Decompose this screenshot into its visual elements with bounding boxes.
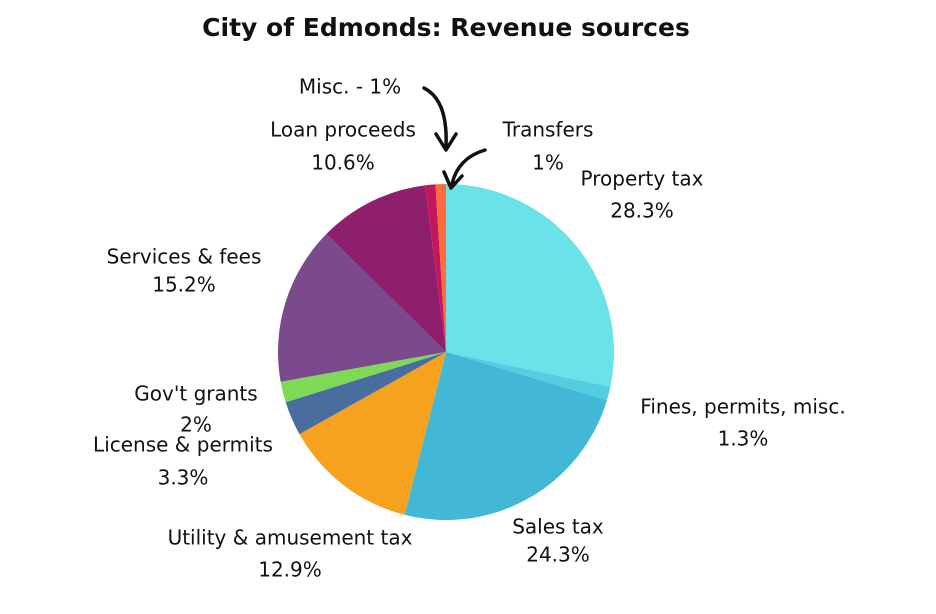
slice-label: Loan proceeds: [270, 118, 416, 142]
value-label: 1%: [532, 151, 564, 175]
slice-label: Sales tax: [512, 515, 604, 539]
pie-slice: [299, 352, 446, 515]
arrow-head: [434, 132, 458, 152]
value-label: 24.3%: [526, 543, 590, 567]
slice-label: Fines, permits, misc.: [640, 395, 845, 419]
pie-slice: [280, 352, 446, 403]
pie-slice: [424, 184, 446, 352]
pie-slice: [285, 352, 446, 435]
slice-label: Misc. - 1%: [299, 75, 401, 99]
value-label: 12.9%: [258, 558, 322, 582]
value-label: 1.3%: [718, 427, 769, 451]
arrow-head: [442, 170, 464, 190]
slice-label: Gov't grants: [134, 382, 257, 406]
value-label: 2%: [180, 413, 212, 437]
slice-label: Utility & amusement tax: [168, 526, 413, 550]
slice-label: Services & fees: [107, 245, 262, 269]
slice-label: License & permits: [93, 433, 273, 457]
pie: [278, 184, 614, 520]
pie-slice: [446, 352, 611, 401]
chart-title: City of Edmonds: Revenue sources: [202, 13, 690, 42]
pie-slice: [278, 234, 446, 382]
value-label: 15.2%: [152, 273, 216, 297]
pie-slice: [446, 184, 614, 387]
pie-slice: [435, 184, 446, 352]
arrow: [450, 148, 487, 186]
value-label: 3.3%: [158, 466, 209, 490]
pie-slice: [326, 185, 446, 352]
pie-slice: [404, 352, 607, 520]
slice-label: Transfers: [502, 118, 594, 142]
slice-label: Property tax: [581, 167, 704, 191]
value-label: 10.6%: [311, 151, 375, 175]
value-label: 28.3%: [610, 199, 674, 223]
arrow: [422, 86, 448, 148]
